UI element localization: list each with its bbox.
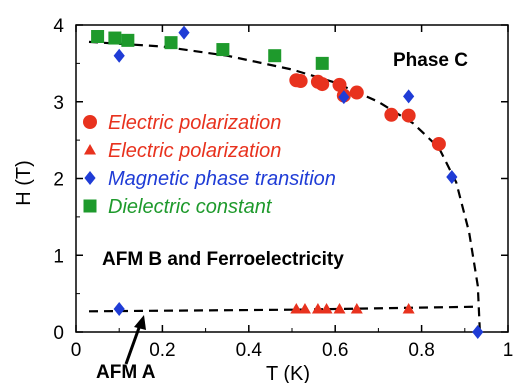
legend: Electric polarization Electric polarizati… xyxy=(83,112,336,218)
data-point-circle xyxy=(315,77,330,92)
data-point-diamond xyxy=(113,301,125,316)
y-tick-label: 1 xyxy=(53,246,64,267)
data-point-diamond xyxy=(446,169,458,184)
y-axis-label: H (T) xyxy=(13,160,35,206)
x-tick-label: 0.2 xyxy=(149,340,175,361)
x-axis-label: T (K) xyxy=(266,363,310,383)
afm-a-arrow xyxy=(124,315,146,365)
data-point-circle xyxy=(349,85,364,100)
data-point-diamond xyxy=(472,325,484,339)
data-point-square xyxy=(216,43,230,57)
y-tick-label: 4 xyxy=(53,16,64,37)
data-point-square xyxy=(315,56,329,70)
data-point-square xyxy=(121,33,135,47)
data-point-circle xyxy=(431,136,446,151)
data-point-triangle xyxy=(333,302,346,314)
legend-marker-diamond xyxy=(84,171,96,185)
x-tick-label: 0.8 xyxy=(408,340,434,361)
data-point-triangle xyxy=(290,302,303,314)
x-tick-label: 0.6 xyxy=(322,340,348,361)
legend-entry-label: Magnetic phase transition xyxy=(108,168,336,190)
data-point-square xyxy=(108,31,122,45)
data-point-diamond xyxy=(178,25,190,40)
y-tick-label: 0 xyxy=(53,323,64,344)
afm-b-label: AFM B and Ferroelectricity xyxy=(102,249,344,270)
data-point-diamond xyxy=(338,90,350,105)
data-point-circle xyxy=(293,74,308,89)
data-point-triangle xyxy=(402,302,415,314)
data-point-square xyxy=(164,36,178,50)
phase-c-label: Phase C xyxy=(393,50,468,71)
y-tick-label: 3 xyxy=(53,93,64,114)
y-tick-label: 2 xyxy=(53,170,64,191)
data-markers xyxy=(91,25,484,339)
data-point-triangle xyxy=(320,302,333,314)
legend-marker-triangle xyxy=(84,144,96,155)
legend-marker-circle xyxy=(83,115,97,129)
legend-entry-label: Electric polarization xyxy=(108,140,281,162)
data-point-triangle xyxy=(298,302,311,314)
legend-entry-label: Dielectric constant xyxy=(108,196,273,218)
legend-entry-label: Electric polarization xyxy=(108,112,281,134)
data-point-triangle xyxy=(350,302,363,314)
data-point-circle xyxy=(401,108,416,123)
data-point-square xyxy=(91,30,105,44)
data-point-diamond xyxy=(403,89,415,104)
x-tick-label: 0.4 xyxy=(236,340,263,361)
x-tick-label: 0 xyxy=(71,340,82,361)
legend-marker-square xyxy=(83,199,97,213)
data-point-circle xyxy=(384,107,399,122)
axis-ticks: 0 0.2 0.4 0.6 0.8 1 0 1 2 3 4 xyxy=(53,16,513,361)
x-tick-label: 1 xyxy=(503,340,514,361)
data-point-circle xyxy=(332,77,347,92)
data-point-triangle xyxy=(311,302,324,314)
data-point-diamond xyxy=(113,48,125,63)
data-point-square xyxy=(268,49,282,63)
afm-a-label: AFM A xyxy=(96,362,156,383)
phase-boundary-line xyxy=(88,305,478,313)
